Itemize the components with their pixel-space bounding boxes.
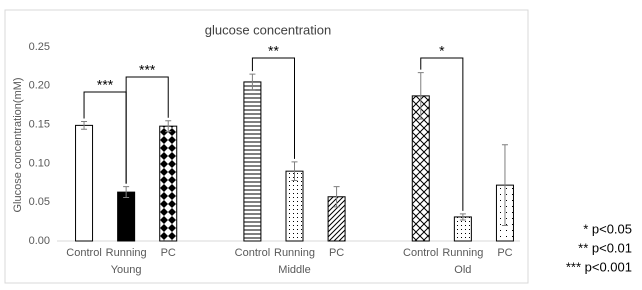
significance-label: ** [268, 43, 279, 59]
x-tick-label: Control [235, 247, 270, 259]
y-tick-label: 0.10 [29, 157, 50, 169]
x-tick-label: Control [403, 247, 438, 259]
error-bar [459, 213, 466, 221]
x-tick-label: Running [442, 247, 483, 259]
chart-border [4, 9, 529, 284]
bar [159, 125, 178, 242]
group-label: Middle [278, 264, 310, 276]
bar [117, 191, 136, 242]
bar [75, 124, 94, 242]
note: ** p<0.01 [578, 240, 632, 255]
significance-label: * [439, 43, 445, 59]
x-tick-label: PC [497, 247, 512, 259]
error-bar [165, 120, 172, 133]
significance-bracket [420, 57, 464, 211]
error-bar [333, 186, 340, 208]
chart-title: glucose concentration [205, 22, 331, 37]
y-tick-label: 0.00 [29, 235, 50, 247]
x-tick-label: PC [329, 247, 344, 259]
x-tick-label: Running [274, 247, 315, 259]
significance-label: *** [139, 62, 156, 78]
significance-bracket [251, 57, 295, 159]
x-tick-label: Control [66, 247, 101, 259]
y-tick-label: 0.05 [29, 196, 50, 208]
y-tick-label: 0.25 [29, 41, 50, 53]
error-bar [123, 186, 130, 199]
error-bar [81, 120, 88, 130]
bar [453, 216, 472, 242]
error-bar [417, 72, 424, 120]
y-axis-label: Glucose concentration(mM) [12, 77, 24, 212]
group-label: Old [454, 264, 471, 276]
bar [285, 170, 304, 242]
y-tick-label: 0.20 [29, 80, 50, 92]
significance-label: *** [97, 77, 114, 93]
error-bar [291, 161, 298, 181]
bar [243, 81, 262, 242]
x-tick-label: Running [106, 247, 147, 259]
error-bar [249, 73, 256, 91]
significance-bracket [125, 76, 169, 184]
note: * p<0.05 [583, 221, 632, 236]
group-label: Young [111, 264, 142, 276]
error-bar [501, 144, 508, 226]
note: *** p<0.001 [566, 259, 632, 274]
y-tick-label: 0.15 [29, 119, 50, 131]
x-tick-label: PC [161, 247, 176, 259]
